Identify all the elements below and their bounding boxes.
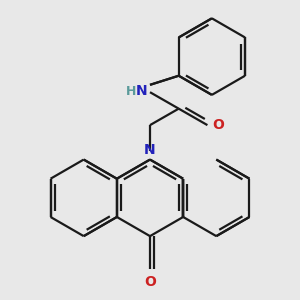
Text: N: N — [136, 85, 148, 98]
Text: O: O — [212, 118, 224, 132]
Text: H: H — [126, 85, 137, 98]
Text: O: O — [144, 274, 156, 289]
Text: N: N — [144, 142, 156, 157]
